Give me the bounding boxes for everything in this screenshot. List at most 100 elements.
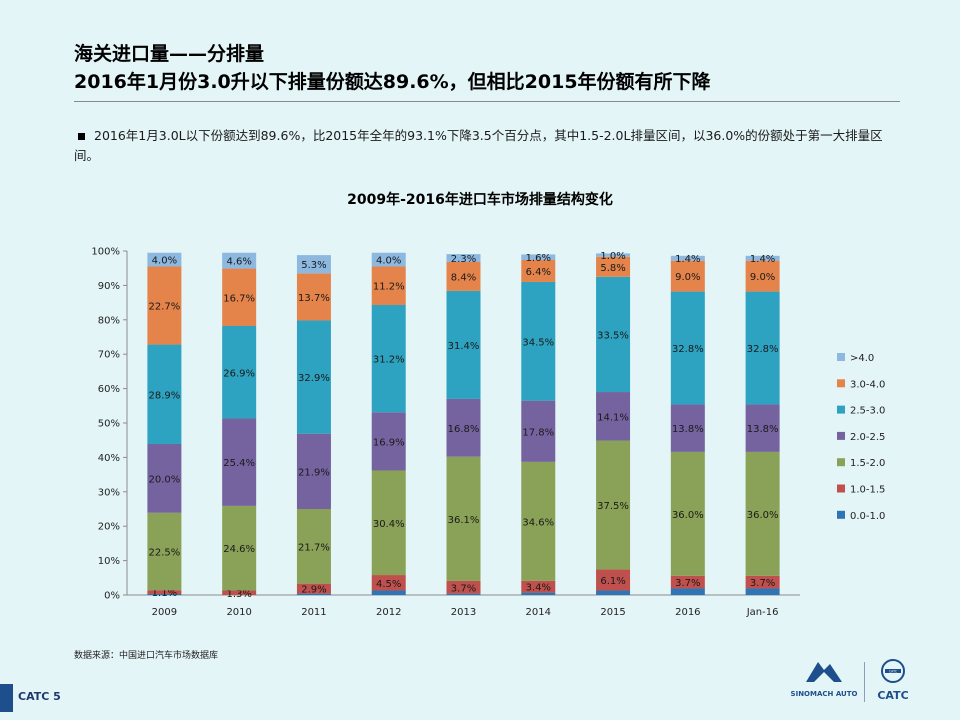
bar-segment [745, 451, 780, 576]
bar-segment [371, 412, 406, 471]
data-label: 24.6% [223, 544, 255, 555]
bar-segment [147, 593, 182, 595]
bar-segment [296, 320, 331, 434]
summary-text: 2016年1月3.0L以下份额达到89.6%，比2015年全年的93.1%下降3… [74, 128, 883, 163]
data-label: 32.8% [672, 344, 704, 355]
page-number-label: CATC 5 [18, 690, 61, 703]
bar-segment [745, 588, 780, 595]
data-label: 5.8% [600, 263, 625, 274]
data-label: 32.9% [298, 373, 330, 384]
bar-segment [296, 273, 331, 321]
catc-logo: CATC CATC [872, 658, 914, 702]
data-label: 13.7% [298, 293, 330, 304]
bar-segment [670, 588, 705, 595]
bar-segment [147, 590, 182, 594]
data-label: 16.8% [448, 424, 480, 435]
bullet-square-icon [78, 132, 85, 140]
footer-accent-bar [0, 684, 13, 712]
x-tick-label: 2013 [451, 607, 476, 618]
bar-segment [596, 440, 631, 570]
bar-segment [147, 266, 182, 345]
data-label: 2.3% [451, 254, 476, 265]
x-tick-label: 2016 [675, 607, 700, 618]
data-label: 3.7% [675, 578, 700, 589]
data-label: 4.0% [152, 256, 177, 267]
bar-segment [446, 254, 481, 263]
y-tick-label: 20% [98, 522, 120, 533]
bar-segment [596, 256, 631, 277]
bar-segment [521, 400, 556, 462]
x-tick-label: 2011 [301, 607, 326, 618]
bar-segment [596, 569, 631, 591]
legend-label: 0.0-1.0 [850, 511, 885, 522]
x-tick-label: 2012 [376, 607, 401, 618]
legend-label: 1.5-2.0 [850, 458, 885, 469]
bar-segment [745, 260, 780, 292]
catc-emblem-text: CATC [889, 669, 898, 673]
page-title: 海关进口量——分排量 2016年1月份3.0升以下排量份额达89.6%，但相比2… [74, 40, 711, 96]
bar-segment [222, 325, 257, 419]
bar-segment [222, 505, 257, 591]
x-tick-label: Jan-16 [746, 607, 779, 618]
data-label: 9.0% [675, 272, 700, 283]
data-label: 22.7% [148, 302, 180, 313]
data-label: 31.2% [373, 355, 405, 366]
bar-segment [745, 255, 780, 261]
y-tick-label: 10% [98, 556, 120, 567]
legend-swatch [837, 353, 845, 361]
data-label: 3.4% [526, 583, 551, 594]
x-tick-label: 2015 [600, 607, 625, 618]
logo-divider [864, 662, 865, 702]
data-label: 4.0% [376, 256, 401, 267]
data-label: 36.1% [448, 515, 480, 526]
data-label: 3.7% [451, 583, 476, 594]
bar-segment [371, 470, 406, 576]
x-tick-label: 2010 [226, 607, 251, 618]
legend-swatch [837, 379, 845, 388]
data-label: 8.4% [451, 272, 476, 283]
bar-segment [371, 305, 406, 413]
data-label: 34.6% [522, 517, 554, 528]
bar-segment [596, 392, 631, 441]
bar-segment [446, 456, 481, 581]
data-label: 17.8% [522, 427, 554, 438]
y-tick-label: 0% [104, 591, 120, 602]
data-label: 6.4% [526, 267, 551, 278]
legend-label: 2.0-2.5 [850, 432, 885, 443]
bar-segment [521, 592, 556, 595]
source-note: 数据来源：中国进口汽车市场数据库 [74, 651, 219, 661]
chart-title: 2009年-2016年进口车市场排量结构变化 [347, 191, 613, 208]
bar-segment [596, 590, 631, 595]
x-tick-label: 2009 [152, 607, 177, 618]
data-label: 31.4% [448, 341, 480, 352]
bar-segment [521, 461, 556, 581]
y-tick-label: 30% [98, 487, 120, 498]
legend-swatch [837, 484, 845, 493]
data-label: 11.2% [373, 282, 405, 293]
bar-segment [446, 580, 481, 594]
bar-segment [745, 575, 780, 589]
bar-segment [521, 254, 556, 260]
data-label: 34.5% [522, 337, 554, 348]
bar-segment [222, 418, 257, 506]
y-tick-label: 40% [98, 453, 120, 464]
legend-swatch [837, 405, 845, 414]
bar-segment [670, 575, 705, 589]
bar-segment [745, 291, 780, 405]
bar-segment [371, 590, 406, 595]
data-label: 37.5% [597, 501, 629, 512]
data-label: 13.8% [672, 424, 704, 435]
bar-segment [296, 583, 331, 594]
catc-logo-text: CATC [877, 689, 909, 702]
legend-label: 1.0-1.5 [850, 485, 885, 496]
bar-segment [596, 276, 631, 393]
bar-segment [147, 512, 182, 591]
legend-swatch [837, 431, 845, 440]
bar-segment [371, 252, 406, 267]
catc-emblem-icon: CATC [881, 659, 905, 683]
data-label: 25.4% [223, 458, 255, 469]
data-label: 5.3% [301, 260, 326, 271]
legend-label: >4.0 [850, 353, 874, 364]
data-label: 21.9% [298, 467, 330, 478]
y-tick-label: 50% [98, 419, 120, 430]
